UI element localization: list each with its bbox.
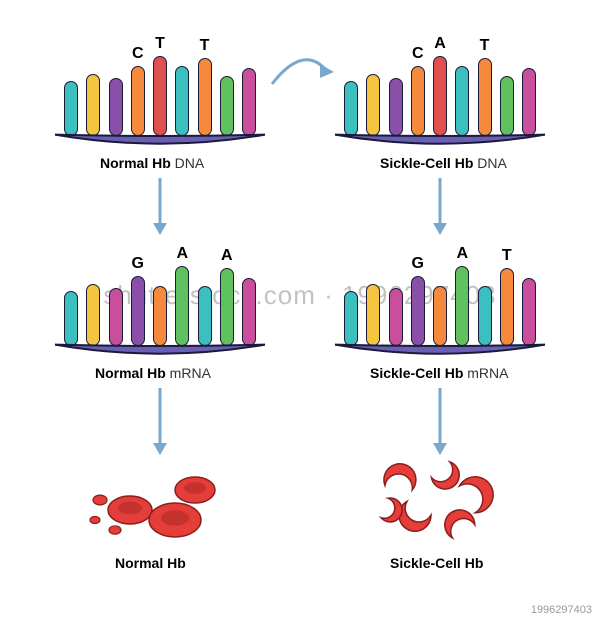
base-label: T bbox=[200, 37, 210, 55]
image-id-text: 1996297403 bbox=[531, 604, 592, 616]
base-label: T bbox=[155, 35, 165, 53]
sickle_t1-arrow-icon bbox=[430, 178, 450, 242]
sickle_dna-strand: CAT bbox=[330, 40, 550, 150]
sickle-cell-diagram: shutterstock.com · 1996297403 1996297403… bbox=[0, 0, 600, 620]
base-label: A bbox=[456, 245, 468, 263]
backbone bbox=[330, 332, 550, 360]
normal_mrna-strand: GAA bbox=[50, 250, 270, 360]
sickle-cells bbox=[365, 455, 525, 550]
base-label: G bbox=[132, 255, 144, 273]
sickle-cells-caption: Sickle-Cell Hb bbox=[390, 555, 483, 571]
normal-cells-caption: Normal Hb bbox=[115, 555, 186, 571]
base-label: A bbox=[176, 245, 188, 263]
normal_mrna-caption: Normal Hb mRNA bbox=[95, 365, 211, 381]
sickle_t2-arrow-icon bbox=[430, 388, 450, 462]
normal_dna-strand: CTT bbox=[50, 40, 270, 150]
normal-cells bbox=[80, 455, 240, 550]
backbone bbox=[330, 122, 550, 150]
backbone bbox=[50, 122, 270, 150]
mutation-arrow-icon bbox=[268, 50, 338, 95]
base-label: T bbox=[502, 247, 512, 265]
sickle_mrna-caption: Sickle-Cell Hb mRNA bbox=[370, 365, 509, 381]
normal_dna-caption: Normal Hb DNA bbox=[100, 155, 204, 171]
base-label: G bbox=[412, 255, 424, 273]
normal_t1-arrow-icon bbox=[150, 178, 170, 242]
sickle_mrna-strand: GAT bbox=[330, 250, 550, 360]
base-label: T bbox=[480, 37, 490, 55]
sickle_dna-caption: Sickle-Cell Hb DNA bbox=[380, 155, 507, 171]
backbone bbox=[50, 332, 270, 360]
base-label: C bbox=[412, 45, 424, 63]
base-label: C bbox=[132, 45, 144, 63]
base-label: A bbox=[221, 247, 233, 265]
base-label: A bbox=[434, 35, 446, 53]
normal_t2-arrow-icon bbox=[150, 388, 170, 462]
